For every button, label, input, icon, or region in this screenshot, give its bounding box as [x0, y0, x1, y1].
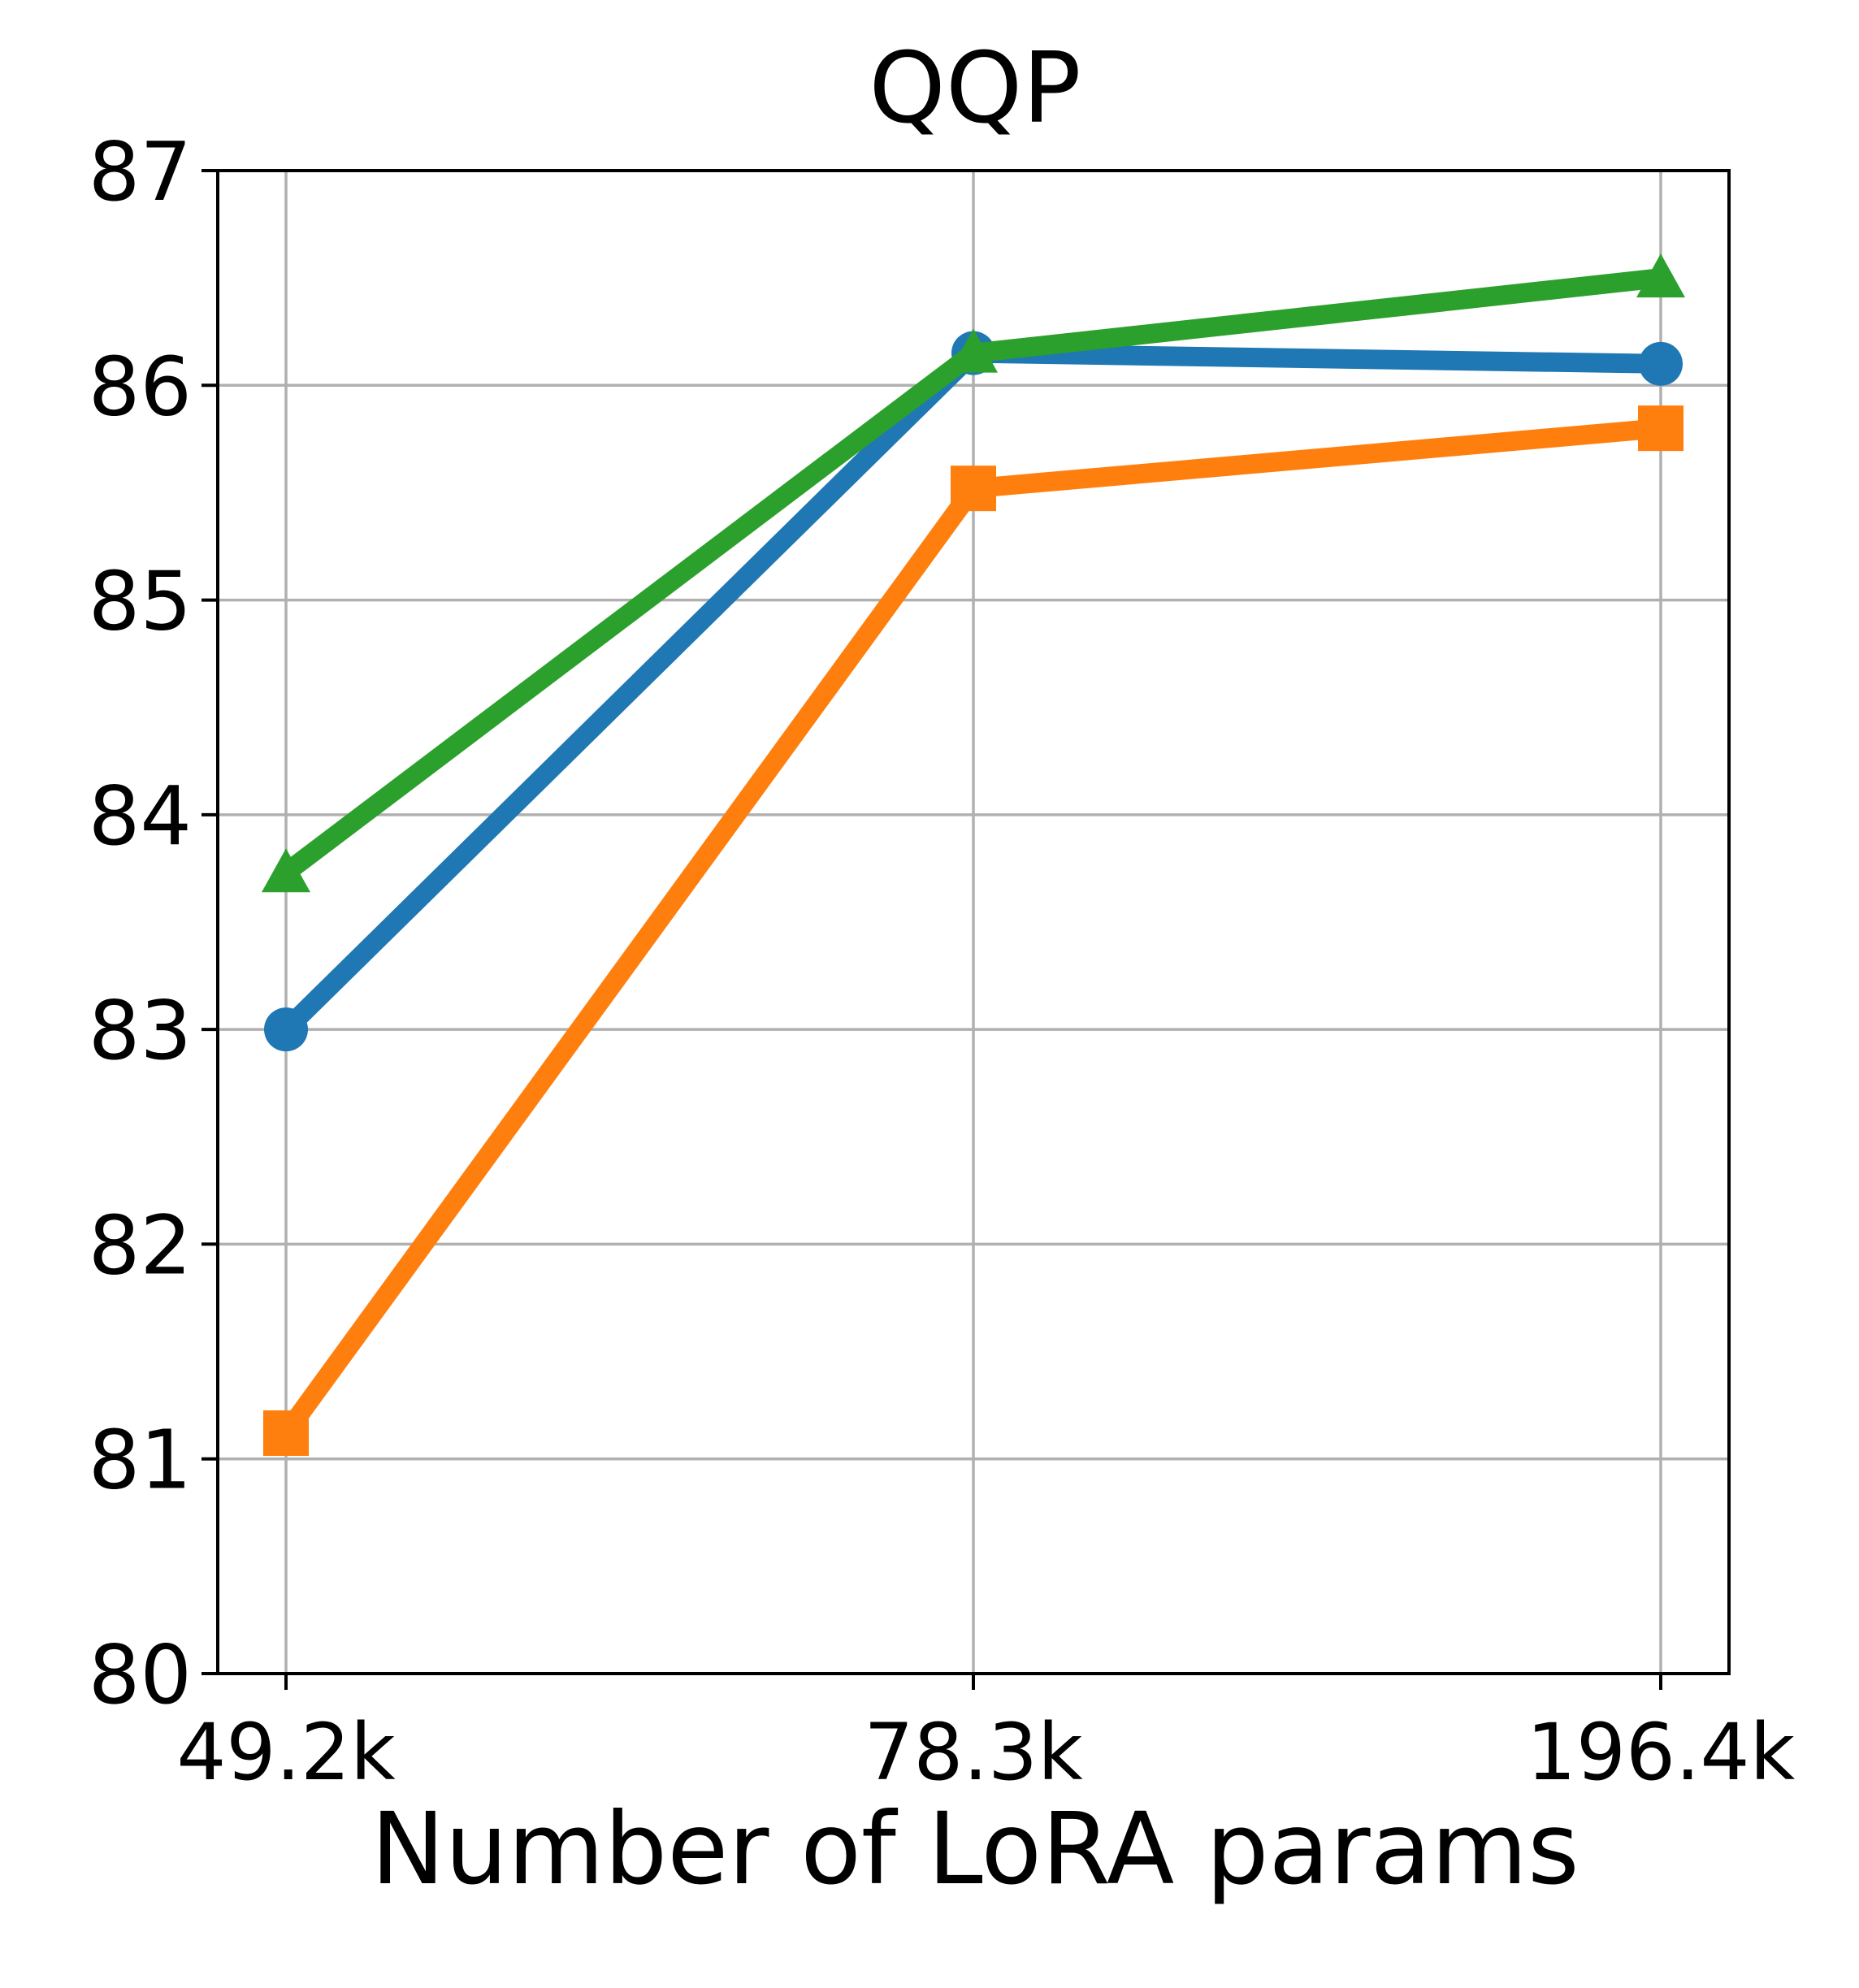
data-point-square	[263, 1410, 309, 1456]
series-orange-square	[263, 405, 1684, 1456]
x-tick-label: 49.2k	[176, 1707, 396, 1798]
series-green-triangle	[262, 253, 1685, 893]
data-point-triangle	[1636, 253, 1685, 298]
x-axis: 49.2k 78.3k 196.4k	[176, 1674, 1796, 1798]
chart-title: QQP	[869, 32, 1081, 145]
data-point-square	[951, 466, 996, 512]
y-tick-label: 83	[89, 983, 192, 1078]
y-tick-label: 84	[89, 769, 192, 864]
y-tick-label: 87	[89, 124, 192, 219]
data-point-circle	[1639, 341, 1683, 386]
data-point-triangle	[949, 328, 998, 373]
x-axis-label: Number of LoRA params	[370, 1791, 1579, 1907]
data-point-circle	[264, 1007, 308, 1052]
x-tick-label: 78.3k	[864, 1707, 1083, 1798]
y-tick-label: 82	[89, 1198, 192, 1293]
data-point-square	[1638, 405, 1684, 452]
y-tick-label: 85	[89, 554, 192, 649]
x-tick-label: 196.4k	[1527, 1707, 1796, 1798]
y-tick-label: 80	[89, 1627, 192, 1722]
y-tick-label: 81	[89, 1413, 192, 1508]
series-layer	[262, 253, 1685, 1456]
y-axis: 80 81 82 83 84 85 86 87	[89, 124, 218, 1722]
data-point-triangle	[262, 848, 310, 893]
y-tick-label: 86	[89, 339, 192, 434]
grid	[218, 171, 1729, 1674]
